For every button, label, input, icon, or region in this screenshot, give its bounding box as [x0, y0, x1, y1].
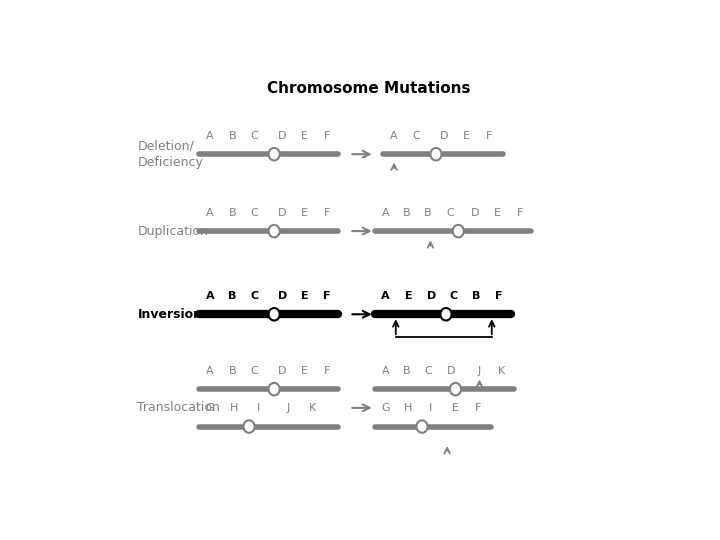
- Text: E: E: [452, 403, 459, 413]
- Text: A: A: [382, 366, 390, 376]
- Text: A: A: [206, 366, 214, 376]
- Text: D: D: [427, 291, 436, 301]
- Text: D: D: [471, 208, 480, 218]
- Text: Deletion/
Deficiency: Deletion/ Deficiency: [138, 139, 203, 169]
- Text: B: B: [402, 366, 410, 376]
- Text: Translocation: Translocation: [138, 401, 220, 414]
- Text: B: B: [228, 291, 236, 301]
- Ellipse shape: [453, 225, 464, 238]
- Text: F: F: [495, 291, 503, 301]
- Text: K: K: [308, 403, 315, 413]
- Text: D: D: [278, 131, 287, 141]
- Ellipse shape: [431, 148, 441, 160]
- Text: H: H: [404, 403, 413, 413]
- Text: F: F: [324, 366, 330, 376]
- Text: E: E: [302, 366, 308, 376]
- Text: E: E: [494, 208, 501, 218]
- Text: F: F: [474, 403, 481, 413]
- Text: I: I: [257, 403, 260, 413]
- Text: B: B: [228, 366, 236, 376]
- Text: Duplication: Duplication: [138, 225, 208, 238]
- Ellipse shape: [269, 308, 279, 321]
- Text: C: C: [425, 366, 433, 376]
- Ellipse shape: [416, 420, 428, 433]
- Text: Chromosome Mutations: Chromosome Mutations: [267, 82, 471, 97]
- Text: A: A: [206, 291, 215, 301]
- Text: G: G: [382, 403, 390, 413]
- Text: C: C: [251, 366, 258, 376]
- Text: K: K: [498, 366, 505, 376]
- Text: A: A: [390, 131, 398, 141]
- Text: D: D: [440, 131, 449, 141]
- Ellipse shape: [269, 383, 279, 395]
- Text: J: J: [478, 366, 481, 376]
- Text: D: D: [278, 291, 287, 301]
- Ellipse shape: [269, 148, 279, 160]
- Text: C: C: [251, 291, 258, 301]
- Ellipse shape: [269, 225, 279, 238]
- Text: F: F: [324, 131, 330, 141]
- Text: A: A: [382, 291, 390, 301]
- Text: B: B: [402, 208, 410, 218]
- Text: C: C: [450, 291, 458, 301]
- Text: F: F: [516, 208, 523, 218]
- Text: E: E: [405, 291, 413, 301]
- Text: Inversion: Inversion: [138, 308, 202, 321]
- Text: C: C: [413, 131, 420, 141]
- Text: H: H: [230, 403, 238, 413]
- Text: D: D: [278, 366, 287, 376]
- Text: B: B: [228, 131, 236, 141]
- Text: F: F: [323, 291, 331, 301]
- Text: C: C: [251, 208, 258, 218]
- Text: D: D: [278, 208, 287, 218]
- Text: A: A: [206, 208, 214, 218]
- Text: B: B: [424, 208, 431, 218]
- Text: G: G: [206, 403, 215, 413]
- Text: B: B: [228, 208, 236, 218]
- Ellipse shape: [243, 420, 255, 433]
- Text: A: A: [206, 131, 214, 141]
- Text: B: B: [472, 291, 480, 301]
- Text: F: F: [486, 131, 492, 141]
- Text: C: C: [251, 131, 258, 141]
- Text: F: F: [324, 208, 330, 218]
- Text: I: I: [428, 403, 432, 413]
- Text: A: A: [382, 208, 390, 218]
- Text: D: D: [447, 366, 455, 376]
- Text: C: C: [446, 208, 454, 218]
- Text: E: E: [463, 131, 470, 141]
- Text: J: J: [287, 403, 289, 413]
- Text: E: E: [301, 291, 309, 301]
- Text: E: E: [302, 131, 308, 141]
- Ellipse shape: [441, 308, 451, 321]
- Ellipse shape: [450, 383, 461, 395]
- Text: E: E: [302, 208, 308, 218]
